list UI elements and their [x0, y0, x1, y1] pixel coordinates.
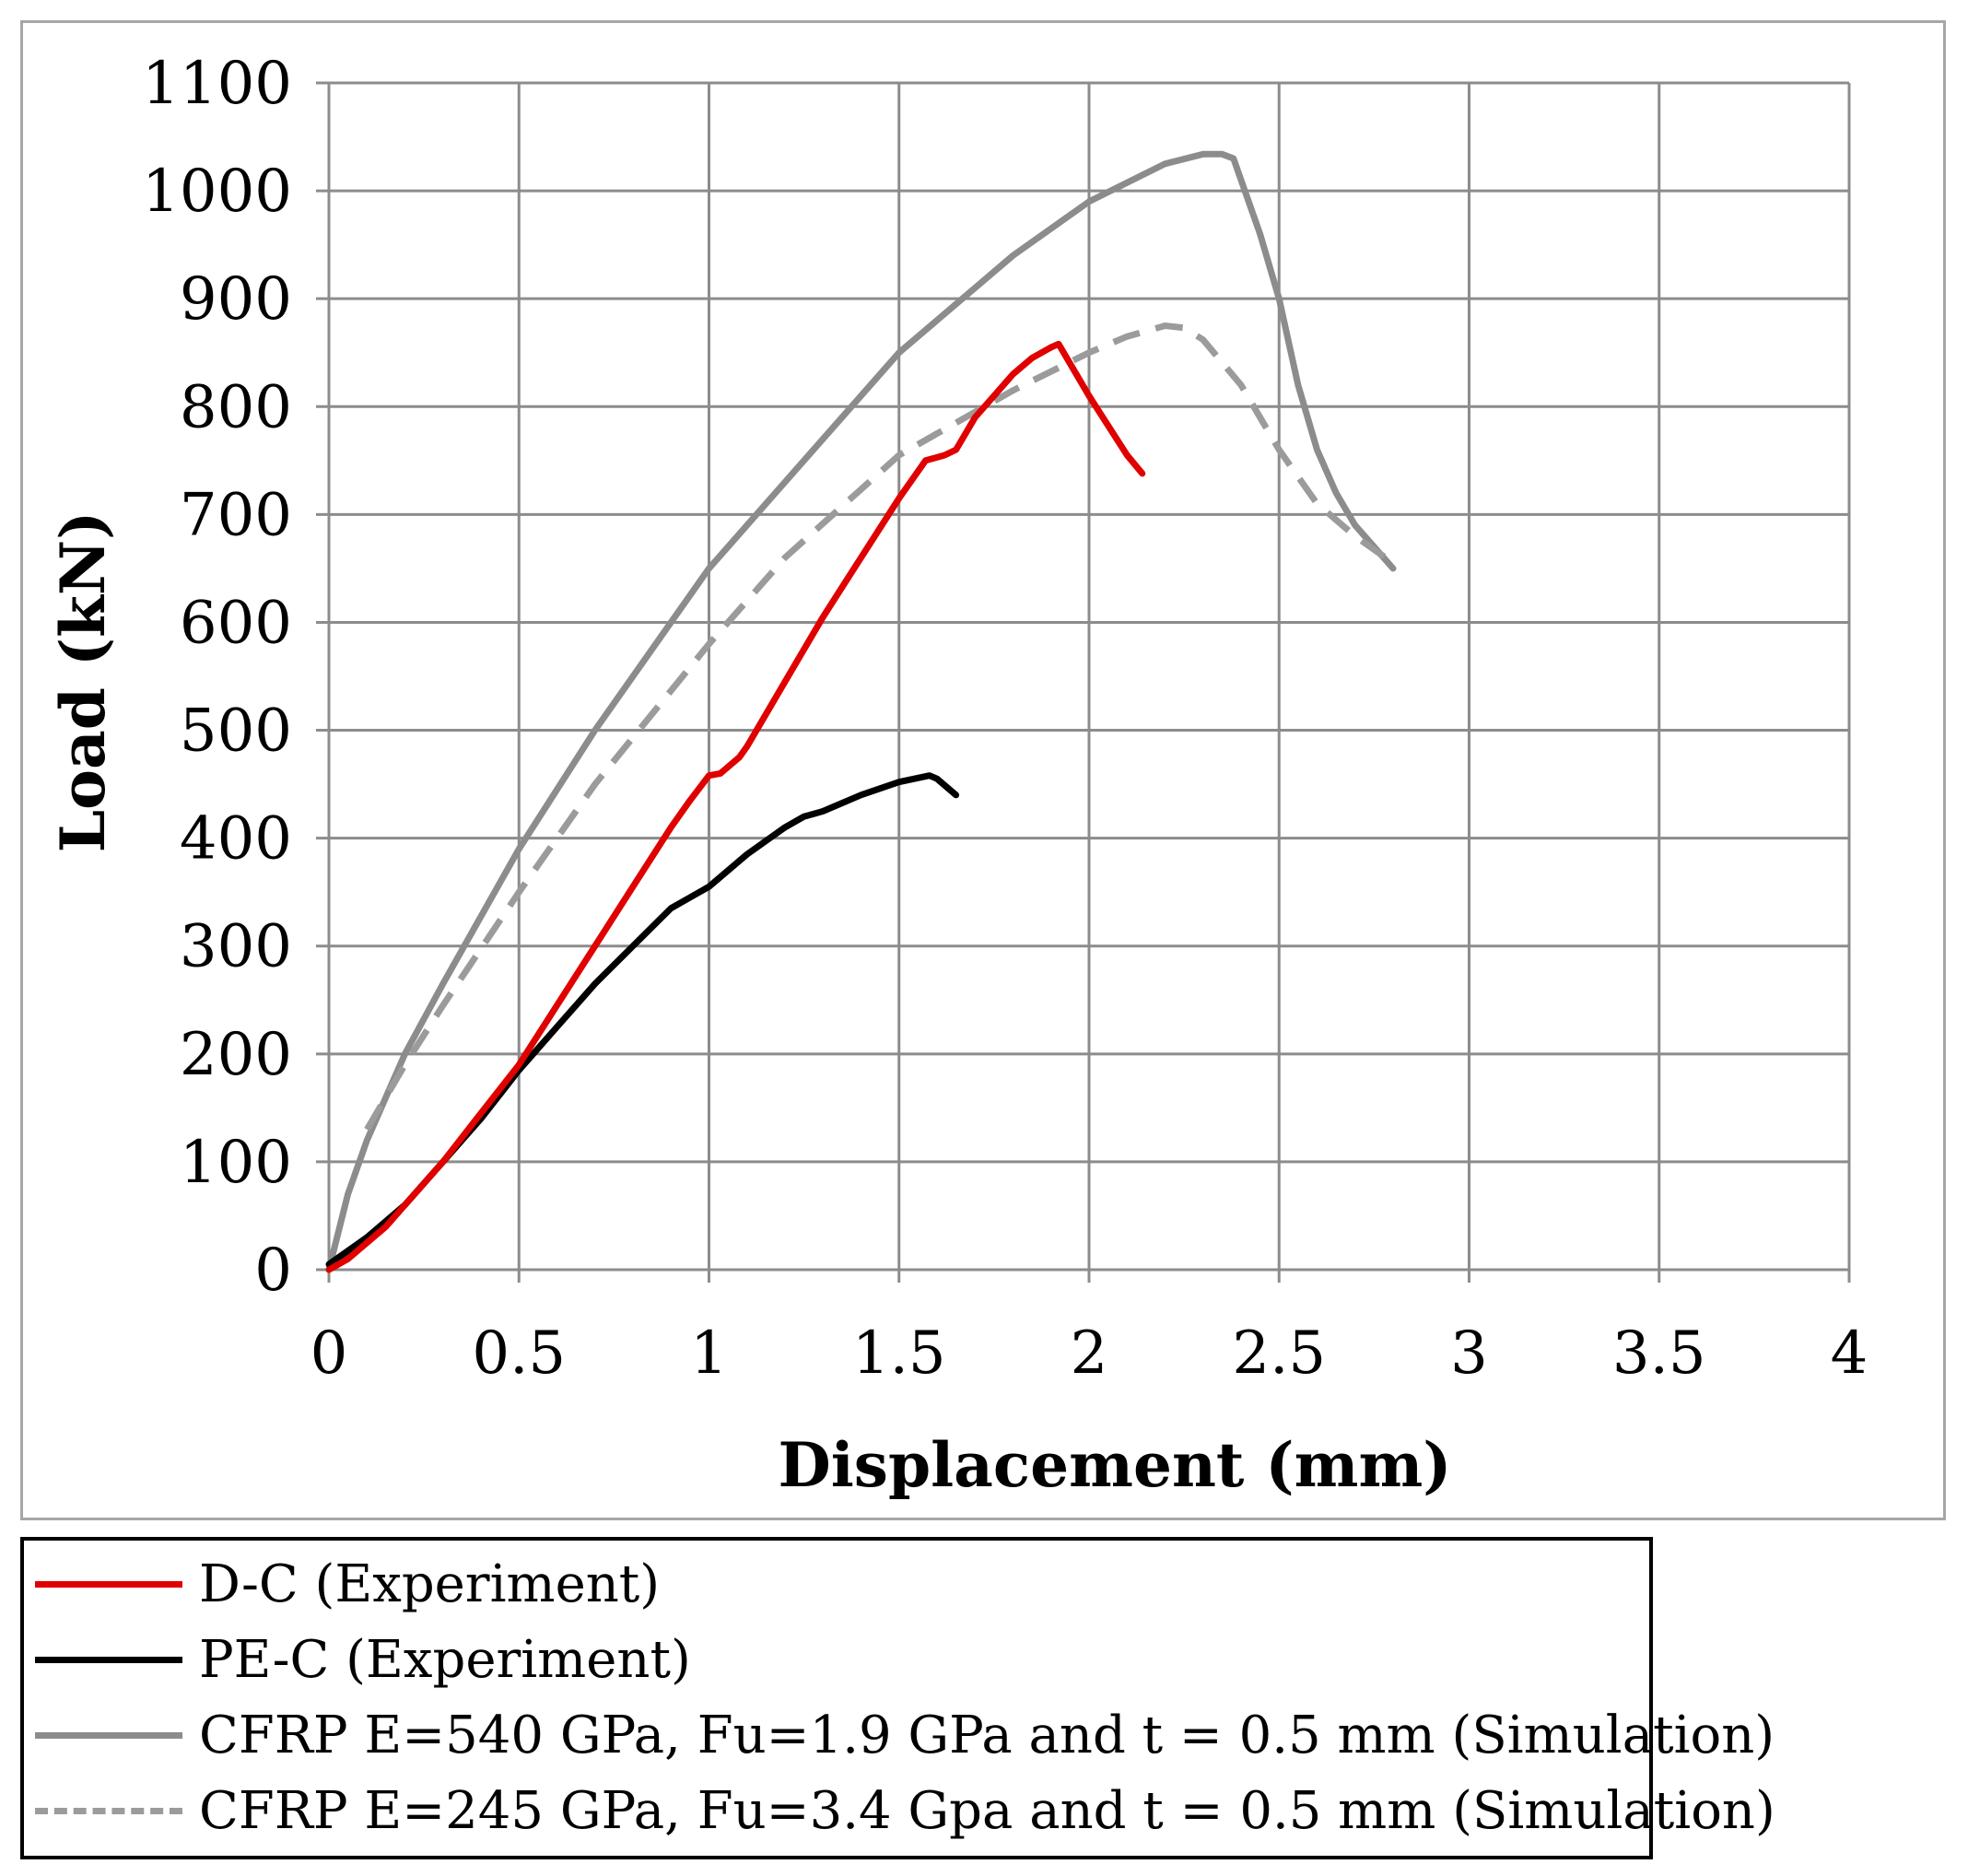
y-tick-label: 1100 [142, 50, 292, 118]
y-tick-label: 1000 [142, 158, 292, 226]
y-tick-label: 0 [254, 1237, 292, 1305]
x-tick-label: 2.5 [1232, 1319, 1326, 1388]
x-tick-label: 3 [1450, 1319, 1488, 1388]
x-tick-label: 4 [1831, 1319, 1868, 1388]
x-tick-label: 1 [690, 1319, 728, 1388]
x-axis-title: Displacement (mm) [778, 1429, 1451, 1501]
x-tick-label: 0.5 [472, 1319, 566, 1388]
series-line-d-c [325, 340, 1146, 1273]
y-tick-label: 400 [180, 805, 292, 874]
legend-item: D-C (Experiment) [24, 1548, 1649, 1622]
legend-label: CFRP E=540 GPa, Fu=1.9 GPa and t = 0.5 m… [199, 1706, 1775, 1765]
legend-swatch [35, 1657, 182, 1663]
x-tick-labels: 0 0.5 1 1.5 2 2.5 3 3.5 4 [310, 1319, 1868, 1388]
legend-label: PE-C (Experiment) [199, 1630, 691, 1690]
x-tick-label: 0 [310, 1319, 348, 1388]
legend-label: D-C (Experiment) [199, 1554, 661, 1614]
y-tick-label: 500 [180, 698, 292, 766]
legend-swatch [35, 1808, 182, 1814]
series-line-cfrp-540 [325, 150, 1397, 1273]
y-tick-label: 600 [180, 589, 292, 657]
grid-lines [316, 81, 1851, 1283]
legend-swatch [35, 1732, 182, 1739]
series-line-cfrp-245 [364, 322, 1396, 1131]
y-axis-title: Load (kN) [47, 511, 119, 853]
y-tick-label: 200 [180, 1021, 292, 1089]
x-tick-label: 1.5 [852, 1319, 946, 1388]
x-tick-label: 2 [1071, 1319, 1108, 1388]
y-tick-label: 100 [180, 1129, 292, 1197]
legend-item: PE-C (Experiment) [24, 1624, 1649, 1697]
legend-label: CFRP E=245 GPa, Fu=3.4 Gpa and t = 0.5 m… [199, 1781, 1775, 1841]
legend-item: CFRP E=540 GPa, Fu=1.9 GPa and t = 0.5 m… [24, 1699, 1775, 1773]
chart-area: 0 100 200 300 400 500 600 700 800 900 1000 1100 0 0.… [47, 50, 1868, 1501]
series-lines [325, 150, 1397, 1273]
x-tick-label: 3.5 [1612, 1319, 1706, 1388]
y-tick-labels: 0 100 200 300 400 500 600 700 800 900 1000 1100 [142, 50, 292, 1305]
y-tick-label: 900 [180, 265, 292, 334]
legend-item: CFRP E=245 GPa, Fu=3.4 Gpa and t = 0.5 m… [24, 1775, 1775, 1848]
legend: D-C (Experiment) PE-C (Experiment) CFRP E=… [20, 1537, 1775, 1859]
y-tick-label: 800 [180, 373, 292, 441]
legend-swatch [35, 1581, 182, 1588]
y-tick-label: 700 [180, 481, 292, 549]
y-tick-label: 300 [180, 913, 292, 981]
